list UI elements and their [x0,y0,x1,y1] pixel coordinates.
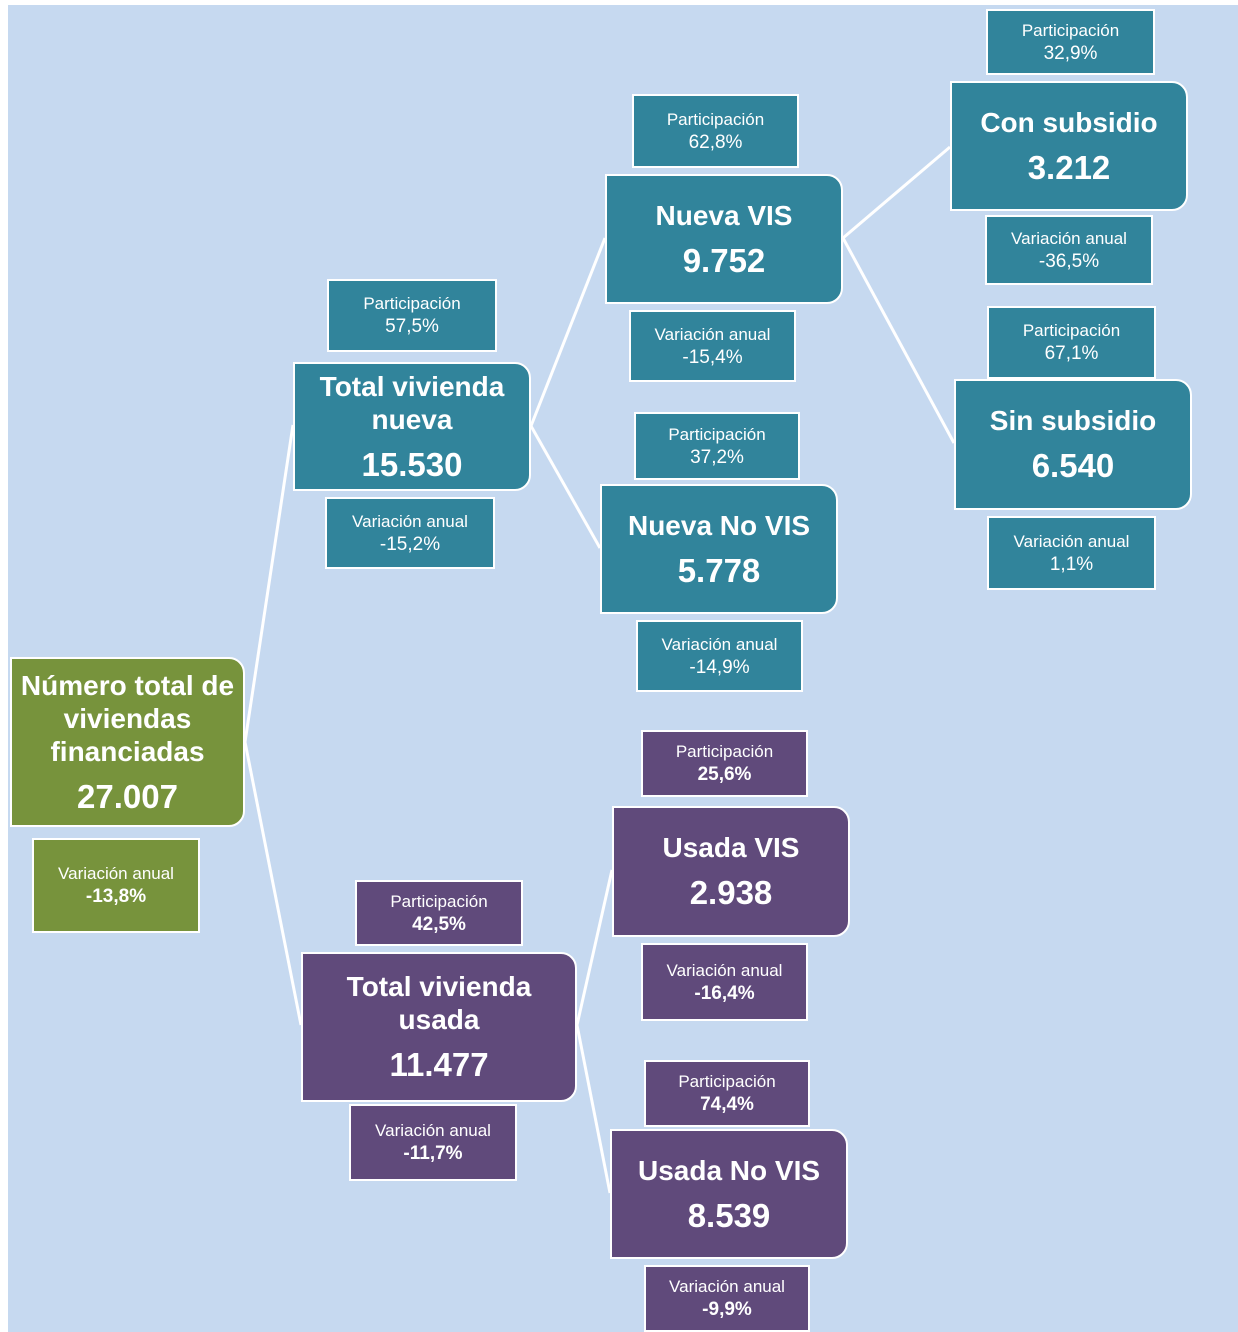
change-value: -15,4% [682,346,743,368]
node-box: Usada VIS 2.938 [612,806,850,937]
node-title: Usada No VIS [637,1154,821,1186]
node-box: Usada No VIS 8.539 [610,1129,848,1259]
change-label: Variación anual [1013,531,1130,551]
share-value: 25,6% [697,764,752,785]
node-value: 5.778 [677,551,761,589]
node-box: Con subsidio 3.212 [950,81,1188,211]
change-value: -14,9% [689,656,750,678]
node-value: 8.539 [687,1196,771,1234]
share-value: 32,9% [1043,42,1098,64]
node-title: Nueva VIS [655,199,793,231]
change-label: Variación anual [1011,228,1127,248]
change-label: Variación anual [669,1277,785,1296]
share-box: Participación 37,2% [634,412,800,480]
share-box: Participación 57,5% [327,279,497,352]
share-value: 42,5% [412,913,466,935]
node-value: 27.007 [77,777,178,815]
share-label: Participación [363,294,461,313]
change-label: Variación anual [661,634,778,654]
node-title: Sin subsidio [989,405,1157,436]
share-box: Participación 62,8% [632,94,799,168]
change-box: Variación anual -11,7% [349,1104,517,1181]
share-label: Participación [666,109,765,129]
share-label: Participación [1021,20,1120,40]
change-value: -15,2% [379,533,441,555]
node-title: Total vivienda nueva [319,370,505,435]
share-box: Participación 25,6% [641,730,808,797]
share-label: Participación [668,424,766,444]
change-box: Variación anual -13,8% [32,838,200,933]
node-title: Número total de viviendas financiadas [20,669,235,767]
node-value: 15.530 [361,445,463,483]
share-value: 74,4% [700,1094,754,1115]
share-box: Participación 42,5% [355,880,523,946]
node-box: Total vivienda nueva 15.530 [293,362,531,491]
share-value: 57,5% [385,316,439,337]
share-value: 37,2% [690,446,744,468]
share-box: Participación 32,9% [986,9,1155,75]
change-value: -16,4% [694,982,755,1004]
node-value: 6.540 [1031,447,1115,484]
node-title: Total vivienda usada [346,971,532,1035]
share-box: Participación 74,4% [644,1060,810,1127]
share-value: 62,8% [688,131,743,153]
node-box: Nueva VIS 9.752 [605,174,843,304]
node-box: Número total de viviendas financiadas 27.… [10,657,245,827]
change-box: Variación anual -36,5% [985,215,1153,285]
share-value: 67,1% [1044,343,1099,364]
change-value: 1,1% [1049,553,1094,575]
node-value: 3.212 [1027,148,1111,186]
change-box: Variación anual 1,1% [987,516,1156,590]
change-value: -36,5% [1038,250,1100,272]
change-label: Variación anual [58,864,174,883]
node-value: 2.938 [689,874,773,911]
node-box: Sin subsidio 6.540 [954,379,1192,510]
node-box: Total vivienda usada 11.477 [301,952,577,1102]
share-box: Participación 67,1% [987,306,1156,379]
change-box: Variación anual -14,9% [636,620,803,692]
change-box: Variación anual -9,9% [644,1265,810,1332]
node-title: Nueva No VIS [627,509,811,541]
change-label: Variación anual [666,960,783,980]
node-title: Con subsidio [980,106,1158,138]
change-label: Variación anual [654,324,771,344]
node-value: 11.477 [389,1046,489,1083]
change-value: -9,9% [702,1299,752,1320]
change-box: Variación anual -15,4% [629,310,796,382]
change-box: Variación anual -16,4% [641,943,808,1021]
change-value: -11,7% [403,1143,463,1164]
node-value: 9.752 [682,241,766,279]
node-box: Nueva No VIS 5.778 [600,484,838,614]
change-box: Variación anual -15,2% [325,497,495,569]
share-label: Participación [390,891,488,911]
change-label: Variación anual [375,1121,491,1140]
change-label: Variación anual [352,511,468,531]
change-value: -13,8% [85,886,147,907]
node-title: Usada VIS [662,832,800,863]
share-label: Participación [675,742,774,761]
share-label: Participación [678,1072,776,1091]
share-label: Participación [1022,321,1121,340]
